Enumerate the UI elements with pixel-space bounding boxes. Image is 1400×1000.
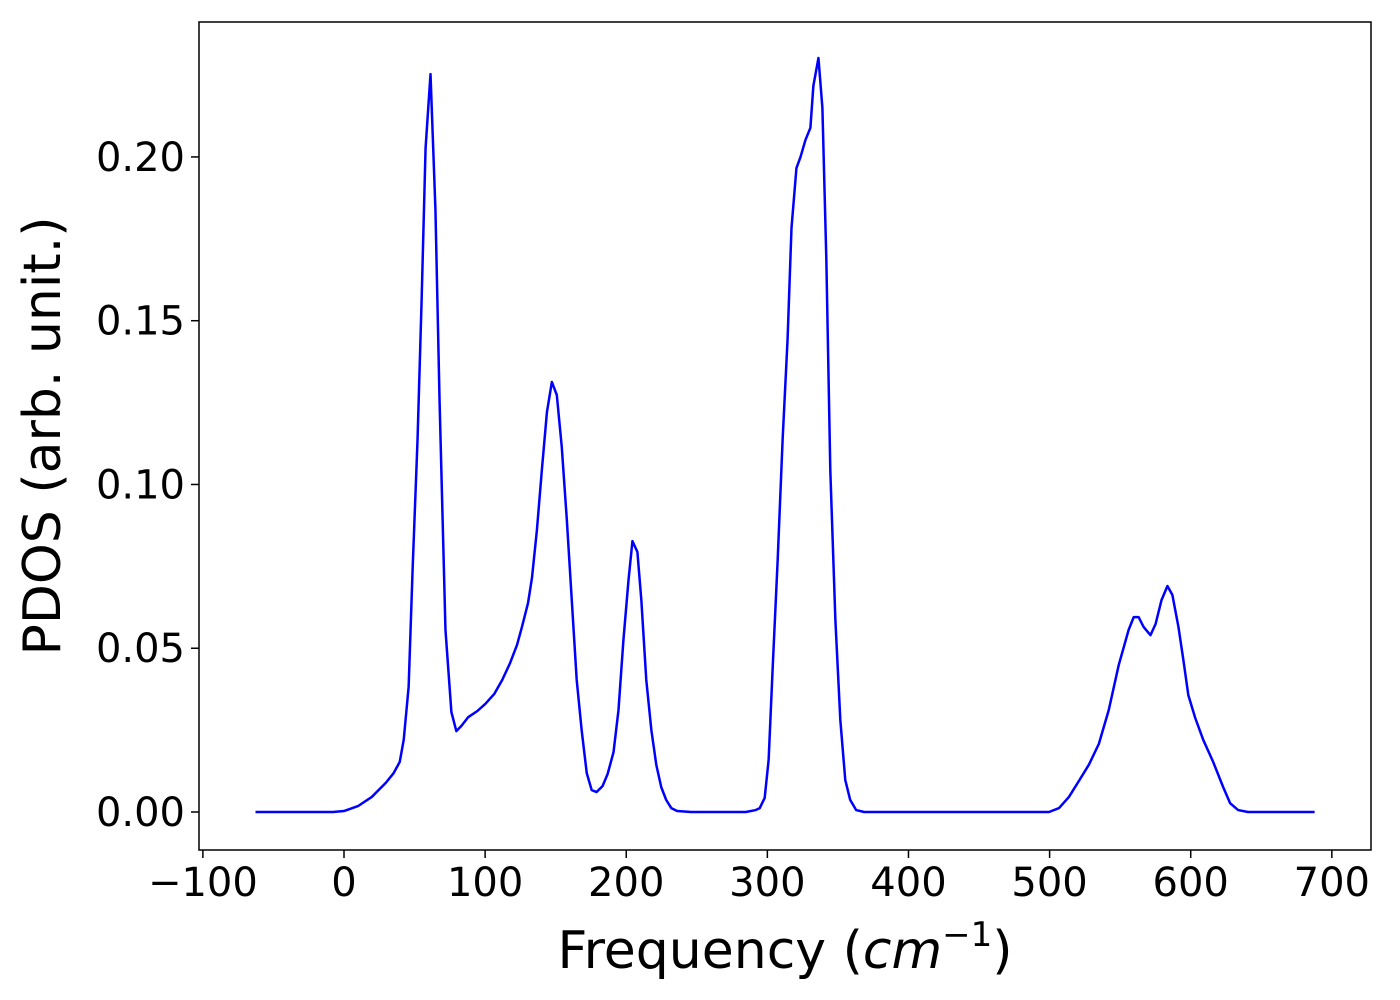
x-tick-label: 200 [588,860,664,906]
x-tick-label: 100 [447,860,523,906]
x-tick-label: 500 [1011,860,1087,906]
x-tick-label: 700 [1294,860,1370,906]
x-axis-label: Frequency (cm−1) [557,915,1012,981]
plot-frame [198,21,1372,851]
x-tick-label: 300 [729,860,805,906]
data-line [255,56,1315,814]
x-tick-label: 400 [870,860,946,906]
y-tick-label: 0.10 [96,462,185,508]
x-tick-label: 600 [1153,860,1229,906]
y-tick-label: 0.00 [96,790,185,836]
x-tick-label: −100 [148,860,258,906]
x-tick-label: 0 [331,860,356,906]
y-tick-label: 0.15 [96,299,185,345]
y-tick-label: 0.05 [96,626,185,672]
y-axis-label: PDOS (arb. unit.) [13,216,73,655]
y-tick-label: 0.20 [96,135,185,181]
